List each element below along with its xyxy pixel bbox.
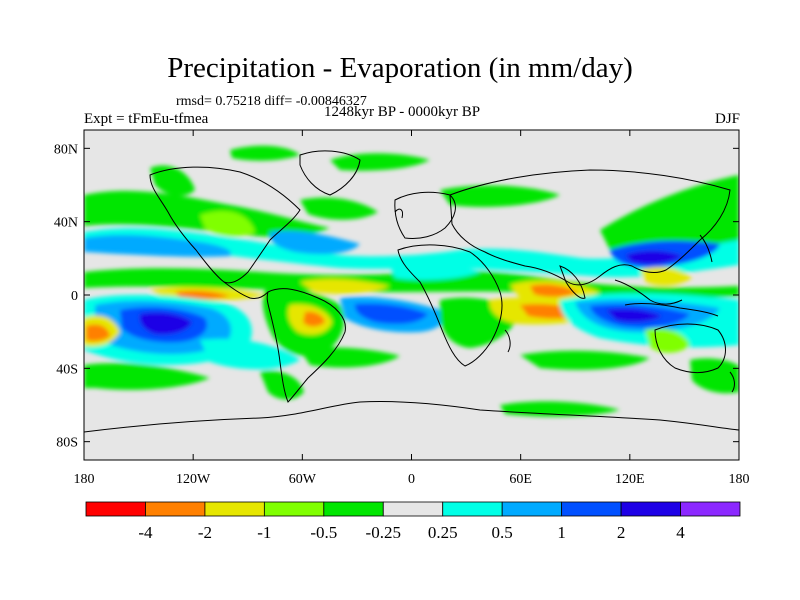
lon-tick-label: 0 bbox=[408, 472, 415, 487]
season-label: DJF bbox=[714, 111, 740, 127]
field-green-north-pole bbox=[230, 145, 300, 161]
latitude-axis: 80N 40N 0 40S 80S bbox=[54, 142, 739, 451]
field-blue-wpac-core bbox=[625, 250, 682, 264]
colorbar-swatch bbox=[620, 501, 681, 517]
field-cyan-eurasia bbox=[390, 263, 480, 280]
colorbar-label: 2 bbox=[617, 523, 626, 542]
coastlines bbox=[84, 150, 739, 433]
colorbar-swatch bbox=[263, 501, 325, 517]
field-orange-pac-itcz bbox=[175, 290, 230, 300]
coast-antarctica bbox=[84, 400, 739, 433]
colorbar-swatch bbox=[501, 501, 563, 517]
field-green-australia bbox=[645, 328, 690, 353]
colorbar-label: 1 bbox=[557, 523, 566, 542]
lat-tick-label: 40N bbox=[54, 216, 78, 231]
coast-india bbox=[559, 265, 586, 299]
field-green-sopac bbox=[84, 363, 210, 390]
field-blue-natl bbox=[269, 230, 360, 255]
lon-tick-label: 60E bbox=[509, 472, 532, 487]
field-violet-io bbox=[606, 308, 662, 323]
field-green-npac-ne bbox=[150, 165, 195, 196]
coast-new-zealand bbox=[729, 371, 735, 393]
colorbar-swatch bbox=[680, 501, 741, 517]
lat-tick-label: 40S bbox=[56, 362, 78, 377]
coast-central-america bbox=[223, 281, 269, 299]
stats-label: rmsd= 0.75218 diff= -0.00846327 bbox=[176, 94, 367, 109]
colorbar-swatch bbox=[442, 501, 503, 517]
colorbar-swatch bbox=[323, 501, 384, 517]
experiment-label: Expt = tFmEu-tfmea bbox=[84, 111, 209, 127]
lon-tick-label: 120E bbox=[615, 472, 645, 487]
field-green-satl-south bbox=[300, 347, 400, 368]
colorbar-label: 4 bbox=[676, 523, 685, 542]
field-orange-spac-west bbox=[86, 324, 110, 342]
field-cyan-npac bbox=[84, 228, 739, 278]
coast-japan bbox=[699, 234, 713, 263]
coast-southeast-asia bbox=[614, 279, 683, 305]
field-green-canada bbox=[200, 211, 255, 237]
field-orange-samerica bbox=[303, 311, 325, 327]
colorbar-label: -0.25 bbox=[366, 523, 401, 542]
colorbar-label: 0.5 bbox=[492, 523, 513, 542]
colorbar-swatch bbox=[85, 501, 146, 517]
coast-north-america bbox=[149, 166, 301, 284]
coast-indonesia bbox=[624, 303, 719, 317]
colorbar-label: -2 bbox=[198, 523, 212, 542]
lon-tick-label: 120W bbox=[176, 472, 211, 487]
lat-tick-label: 80S bbox=[56, 436, 78, 451]
chart-title: Precipitation - Evaporation (in mm/day) bbox=[167, 52, 633, 84]
colorbar-label: 0.25 bbox=[428, 523, 458, 542]
coast-africa bbox=[397, 244, 503, 367]
field-orange-io-north bbox=[530, 284, 578, 297]
coast-madagascar bbox=[504, 329, 511, 353]
coast-uk bbox=[394, 208, 403, 219]
coast-europe bbox=[394, 191, 456, 239]
lat-tick-label: 80N bbox=[54, 142, 78, 157]
field-cyan-spac-south bbox=[200, 338, 300, 370]
field-violet-spac bbox=[139, 312, 192, 335]
colorbar-swatch bbox=[145, 501, 206, 517]
field-green-sio bbox=[520, 350, 650, 370]
colorbar: -4 -2 -1 -0.5 -0.25 0.25 0.5 1 2 4 bbox=[85, 501, 741, 542]
lon-tick-label: 180 bbox=[74, 472, 95, 487]
field-yellow-atl-itcz bbox=[300, 279, 390, 294]
coast-greenland bbox=[299, 150, 361, 196]
colorbar-label: -0.5 bbox=[310, 523, 337, 542]
lon-tick-label: 180 bbox=[729, 472, 750, 487]
colorbar-label: -1 bbox=[257, 523, 271, 542]
colorbar-label: -4 bbox=[138, 523, 153, 542]
coast-australia bbox=[654, 323, 726, 373]
field-yellow-mc bbox=[640, 267, 692, 286]
field-green-russia bbox=[440, 185, 560, 207]
colorbar-swatch bbox=[561, 501, 622, 517]
lat-tick-label: 0 bbox=[71, 289, 78, 304]
longitude-axis: 180 120W 60W 0 60E 120E 180 bbox=[74, 130, 750, 487]
field-green-nasia-north bbox=[600, 175, 739, 253]
field-green-greenland bbox=[300, 197, 378, 220]
lon-tick-label: 60W bbox=[289, 472, 317, 487]
coast-south-america bbox=[266, 288, 346, 403]
pe-anomaly-field bbox=[84, 145, 739, 417]
field-blue-npac bbox=[84, 235, 231, 257]
coast-asia bbox=[449, 169, 731, 286]
period-label: 1248kyr BP - 0000kyr BP bbox=[324, 104, 481, 120]
field-darkblue-satl bbox=[354, 303, 428, 324]
colorbar-swatch bbox=[382, 501, 444, 517]
colorbar-swatch bbox=[204, 501, 265, 517]
field-green-aus-south bbox=[690, 358, 739, 394]
field-green-namer-west bbox=[160, 198, 192, 223]
field-green-patagonia bbox=[260, 370, 304, 400]
